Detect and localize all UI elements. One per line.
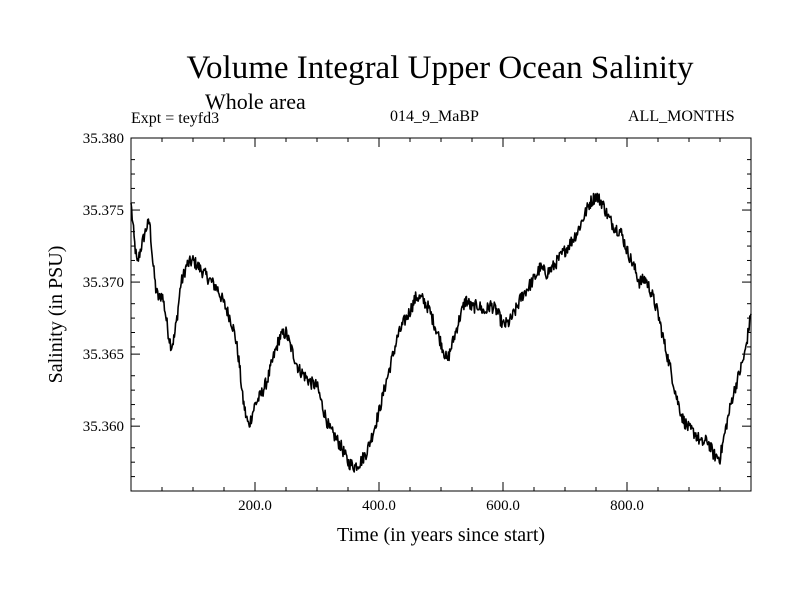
x-tick-label: 400.0	[362, 498, 396, 514]
salinity-series-line	[130, 192, 752, 473]
y-tick-label: 35.380	[83, 131, 124, 147]
x-tick-label: 200.0	[238, 498, 272, 514]
run-id-label: 014_9_MaBP	[390, 108, 479, 125]
y-axis-label: Salinity (in PSU)	[45, 246, 67, 384]
y-tick-label: 35.360	[83, 419, 124, 435]
months-label: ALL_MONTHS	[628, 108, 735, 125]
x-tick-label: 600.0	[486, 498, 520, 514]
chart-subtitle: Whole area	[205, 89, 306, 114]
y-tick-label: 35.365	[83, 347, 124, 363]
expt-label: Expt = teyfd3	[131, 110, 220, 127]
x-tick-label: 800.0	[610, 498, 644, 514]
x-axis-label: Time (in years since start)	[337, 524, 545, 546]
chart-title: Volume Integral Upper Ocean Salinity	[186, 50, 694, 86]
y-tick-label: 35.370	[83, 275, 124, 291]
y-tick-label: 35.375	[83, 203, 124, 219]
